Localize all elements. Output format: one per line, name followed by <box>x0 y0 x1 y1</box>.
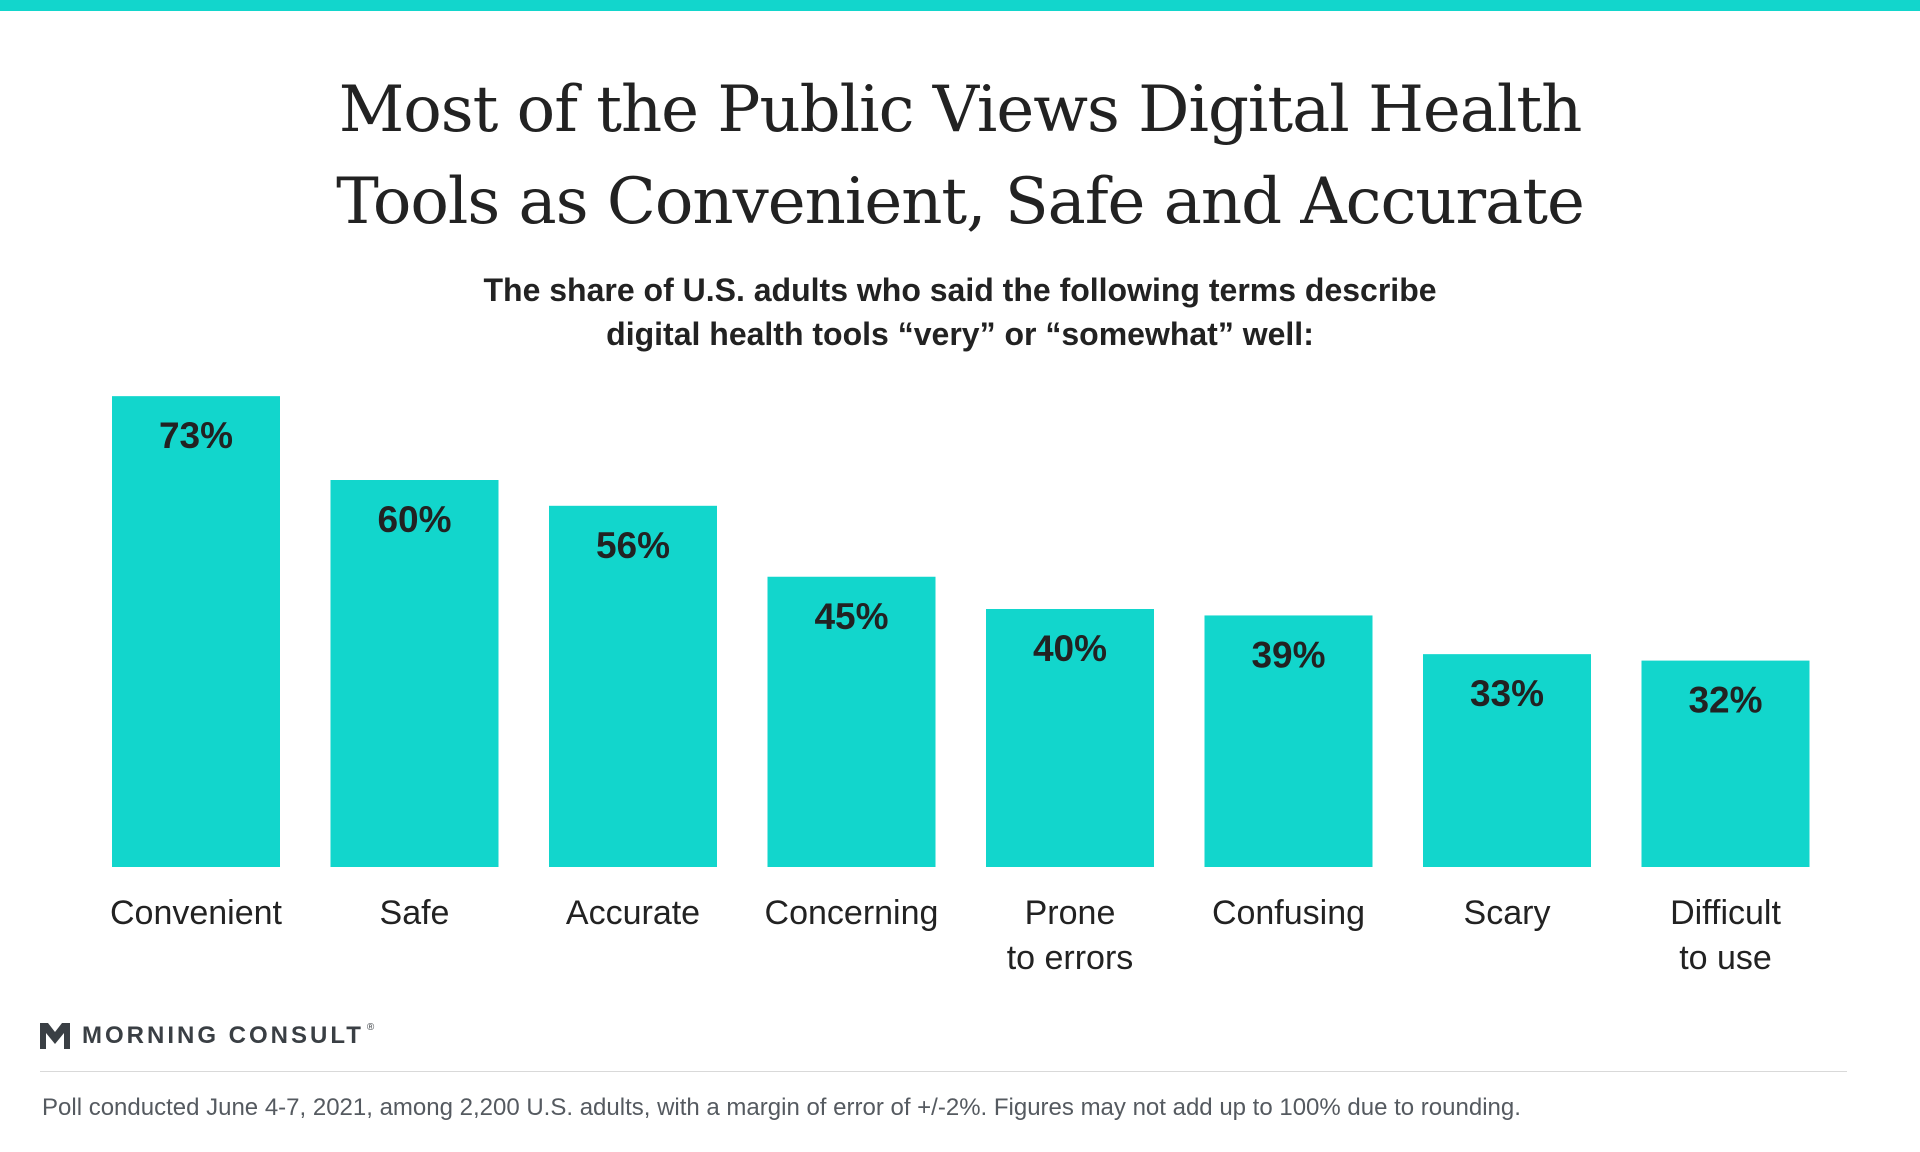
category-label-line: Concerning <box>765 894 939 932</box>
bar-difficult-to-use <box>1641 660 1810 867</box>
category-label: Convenient <box>110 894 283 932</box>
logo-text: MORNING CONSULT <box>82 1022 364 1049</box>
bar-convenient <box>112 396 280 867</box>
category-label: Scary <box>1464 894 1551 932</box>
category-label-line: Scary <box>1464 894 1551 932</box>
chart-title: Most of the Public Views Digital Health … <box>0 64 1920 248</box>
bar-safe <box>330 480 499 867</box>
category-label-line: to use <box>1679 939 1772 977</box>
category-label: Prone to errors <box>1007 894 1134 977</box>
category-label-line: Convenient <box>110 894 283 932</box>
category-label-line: Difficult <box>1670 894 1781 932</box>
chart-subtitle: The share of U.S. adults who said the fo… <box>0 268 1920 356</box>
category-label-line: Prone <box>1025 894 1116 932</box>
bar-value-label: 73% <box>159 415 233 456</box>
bar-value-label: 39% <box>1251 634 1325 675</box>
bar-confusing <box>1204 615 1373 867</box>
chart-subtitle-line-1: The share of U.S. adults who said the fo… <box>483 272 1437 308</box>
chart-subtitle-line-2: digital health tools “very” or “somewhat… <box>606 316 1314 352</box>
footnote: Poll conducted June 4-7, 2021, among 2,2… <box>42 1094 1521 1121</box>
bar-value-label: 56% <box>596 525 670 566</box>
bar-scary <box>1423 654 1591 867</box>
category-label-line: to errors <box>1007 939 1134 977</box>
category-label: Safe <box>380 894 450 932</box>
footer-divider <box>40 1071 1847 1072</box>
category-label-line: Confusing <box>1212 894 1365 932</box>
bar-value-label: 40% <box>1033 628 1107 669</box>
bar-value-label: 45% <box>814 596 888 637</box>
bar-chart: 73% Convenient 60% Safe 56% Accurate 45% Concer… <box>110 396 1810 977</box>
morning-consult-logo: MORNING CONSULT ® <box>40 1018 374 1054</box>
bar-concerning <box>767 576 936 867</box>
category-label-line: Safe <box>380 894 450 932</box>
category-label-line: Accurate <box>566 894 700 932</box>
chart-title-line-2: Tools as Convenient, Safe and Accurate <box>336 165 1585 239</box>
top-accent-bar <box>0 0 1920 11</box>
category-label: Accurate <box>566 894 700 932</box>
bar-prone-to-errors <box>986 609 1154 867</box>
morning-consult-logo-icon <box>40 1023 70 1049</box>
bar-value-label: 32% <box>1688 680 1762 721</box>
category-label: Difficult to use <box>1670 894 1781 977</box>
bar-accurate <box>549 505 717 867</box>
bar-value-label: 33% <box>1470 673 1544 714</box>
chart-title-line-1: Most of the Public Views Digital Health <box>338 73 1583 147</box>
category-label: Concerning <box>765 894 939 932</box>
logo-registered-mark: ® <box>366 1022 375 1033</box>
category-label: Confusing <box>1212 894 1365 932</box>
bar-value-label: 60% <box>377 499 451 540</box>
